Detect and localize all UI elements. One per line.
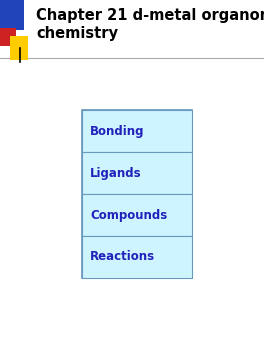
Bar [82,194,192,236]
Bar [0,28,16,46]
Text: Ligands: Ligands [90,166,142,179]
Text: Reactions: Reactions [90,251,155,264]
Bar [82,152,192,194]
Bar [0,0,24,30]
Bar [10,36,28,60]
Text: Bonding: Bonding [90,125,144,138]
Text: Compounds: Compounds [90,208,167,221]
Text: Chapter 21 d-metal organometalloc
chemistry: Chapter 21 d-metal organometalloc chemis… [36,8,264,41]
Bar [82,110,192,278]
Bar [82,110,192,152]
Bar [82,236,192,278]
